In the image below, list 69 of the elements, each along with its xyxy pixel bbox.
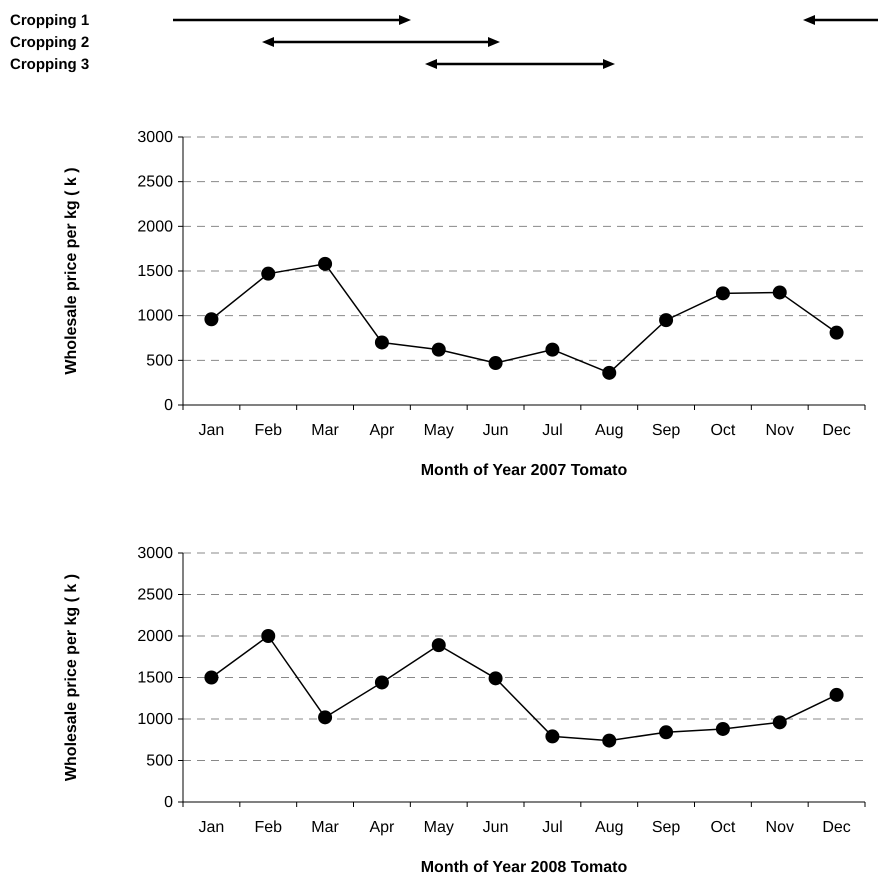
x-tick-label: Nov: [766, 422, 794, 439]
y-tick-label: 2500: [137, 586, 174, 604]
x-tick-label: Dec: [822, 819, 851, 836]
y-tick-label: 0: [164, 794, 174, 811]
x-tick-label: Apr: [369, 422, 396, 439]
point: [318, 256, 332, 271]
point: [716, 722, 730, 736]
x-tick-label: May: [424, 819, 454, 836]
point: [432, 342, 446, 357]
text: Cropping 3: [10, 56, 90, 73]
x-tick-label: Jan: [198, 819, 224, 836]
point: [830, 688, 844, 702]
point: [772, 285, 787, 300]
y-tick-label: 0: [164, 397, 174, 414]
point: [602, 734, 616, 748]
point: [659, 725, 674, 740]
point: [830, 326, 844, 340]
x-tick-label: Jul: [542, 819, 563, 836]
y-tick-label: 2500: [137, 174, 174, 191]
point: [432, 638, 446, 652]
x-axis-title: Month of Year 2008 Tomato: [420, 859, 628, 876]
point: [772, 715, 787, 730]
point: [488, 356, 503, 370]
x-tick-label: Nov: [766, 819, 794, 836]
y-tick-label: 500: [146, 752, 174, 770]
point: [204, 312, 218, 326]
y-tick-label: 1000: [137, 308, 174, 325]
point: [261, 629, 276, 643]
x-axis-title: Month of Year 2007 Tomato: [420, 462, 628, 479]
point: [545, 729, 560, 744]
point: [659, 313, 674, 328]
y-tick-label: 2000: [137, 218, 174, 236]
y-tick-label: 1500: [137, 670, 174, 686]
x-tick-label: Feb: [254, 819, 282, 836]
y-axis-title: Wholesale price per kg ( k ): [63, 167, 80, 375]
x-tick-label: Aug: [595, 819, 624, 836]
text: Cropping 1: [10, 12, 90, 29]
point: [204, 670, 218, 684]
x-tick-label: Oct: [710, 819, 736, 836]
y-tick-label: 3000: [137, 129, 174, 146]
y-tick-label: 3000: [137, 545, 174, 562]
point: [374, 675, 389, 690]
point: [716, 286, 730, 300]
x-tick-label: Dec: [822, 422, 851, 439]
x-tick-label: Aug: [595, 422, 624, 439]
x-tick-label: Jan: [198, 422, 224, 439]
x-tick-label: Mar: [311, 819, 340, 836]
x-tick-label: Apr: [369, 819, 396, 836]
point: [318, 710, 332, 724]
point: [602, 366, 616, 380]
point: [261, 266, 276, 281]
point: [545, 342, 560, 357]
y-tick-label: 500: [146, 352, 174, 370]
x-tick-label: Oct: [710, 422, 736, 439]
x-tick-label: Sep: [652, 819, 680, 836]
x-tick-label: Jun: [482, 819, 508, 836]
x-tick-label: Feb: [254, 422, 282, 439]
point: [374, 335, 389, 350]
x-tick-label: Jun: [482, 422, 508, 439]
x-tick-label: May: [424, 422, 454, 439]
x-tick-label: Mar: [311, 422, 340, 439]
y-tick-label: 2000: [137, 628, 174, 645]
text: Cropping 2: [10, 34, 90, 51]
x-tick-label: Jul: [542, 422, 563, 439]
point: [488, 671, 503, 686]
y-axis-title: Wholesale price per kg ( k ): [63, 574, 80, 782]
y-tick-label: 1000: [137, 711, 174, 728]
x-tick-label: Sep: [652, 422, 680, 439]
y-tick-label: 1500: [137, 263, 174, 280]
